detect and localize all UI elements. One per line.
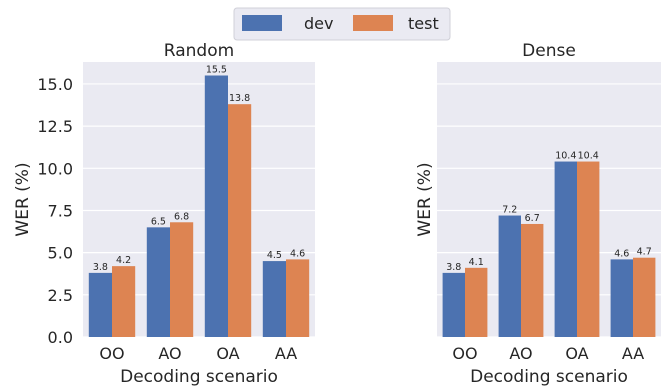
bar-label-test-ao: 6.8 bbox=[174, 211, 189, 222]
bar-label-test-aa: 4.6 bbox=[290, 248, 305, 259]
bar-label-dev-aa: 4.5 bbox=[267, 250, 282, 261]
bar-dev-ao bbox=[146, 227, 170, 337]
panel-dense: 3.8 4.1 OO 7.2 6.7 AO 10.4 10.4 OA 4.6 4.7 AA Dense D… bbox=[415, 41, 661, 387]
bar-label-dev-aa: 4.6 bbox=[614, 248, 629, 259]
x-tick-label: AA bbox=[622, 344, 644, 363]
bar-label-dev-oo: 3.8 bbox=[446, 262, 461, 273]
bar-test-ao bbox=[521, 223, 544, 337]
y-axis-label: WER (%) bbox=[415, 162, 435, 236]
bar-label-test-aa: 4.7 bbox=[637, 247, 652, 258]
y-tick-label: 2.5 bbox=[48, 286, 73, 305]
y-tick-label: 7.5 bbox=[48, 201, 73, 220]
legend-swatch-dev bbox=[242, 15, 282, 31]
x-tick-label: AO bbox=[158, 344, 181, 363]
bar-dev-oo bbox=[442, 272, 465, 337]
legend-swatch-test bbox=[353, 15, 393, 31]
x-tick-label: OO bbox=[452, 344, 477, 363]
x-tick-label: OA bbox=[216, 344, 239, 363]
bar-test-oa bbox=[577, 161, 600, 337]
bar-label-dev-oo: 3.8 bbox=[93, 262, 108, 273]
bar-label-test-oo: 4.1 bbox=[469, 257, 484, 268]
bar-test-oo bbox=[112, 266, 136, 337]
legend: dev test bbox=[233, 7, 451, 41]
panel-random: 0.0 2.5 5.0 7.5 10.0 12.5 15.0 3.8 4.2 OO 6.5 6.8 AO… bbox=[13, 41, 315, 387]
panel-title: Dense bbox=[522, 41, 576, 61]
bar-test-aa bbox=[286, 259, 310, 337]
legend-label-dev: dev bbox=[304, 14, 333, 33]
bar-label-test-oa: 10.4 bbox=[578, 151, 599, 162]
x-axis-label: Decoding scenario bbox=[120, 367, 278, 387]
bar-dev-aa bbox=[262, 261, 286, 337]
bar-dev-oa bbox=[554, 161, 577, 337]
x-tick-label: OO bbox=[99, 344, 124, 363]
bar-test-aa bbox=[633, 257, 656, 337]
bar-label-dev-ao: 6.5 bbox=[151, 216, 166, 227]
y-axis-label: WER (%) bbox=[13, 162, 33, 236]
bar-label-test-oa: 13.8 bbox=[229, 93, 250, 104]
legend-box bbox=[233, 7, 451, 41]
x-tick-label: AA bbox=[275, 344, 297, 363]
bar-dev-ao bbox=[498, 215, 521, 337]
y-tick-label: 0.0 bbox=[48, 328, 73, 347]
legend-label-test: test bbox=[408, 14, 439, 33]
bar-test-ao bbox=[170, 222, 194, 337]
bar-label-test-ao: 6.7 bbox=[525, 213, 540, 224]
x-tick-label: OA bbox=[565, 344, 588, 363]
panel-title: Random bbox=[164, 41, 234, 61]
x-axis-label: Decoding scenario bbox=[470, 367, 628, 387]
y-tick-label: 12.5 bbox=[37, 117, 73, 136]
y-tick-label: 15.0 bbox=[37, 75, 73, 94]
bar-label-dev-oa: 15.5 bbox=[206, 64, 227, 75]
bar-test-oa bbox=[228, 104, 252, 337]
x-tick-label: AO bbox=[509, 344, 532, 363]
bar-label-dev-ao: 7.2 bbox=[502, 205, 517, 216]
y-tick-label: 10.0 bbox=[37, 159, 73, 178]
bar-dev-oo bbox=[88, 272, 112, 337]
bar-test-oo bbox=[465, 267, 488, 337]
y-tick-label: 5.0 bbox=[48, 244, 73, 263]
bar-dev-aa bbox=[610, 259, 633, 337]
bar-label-test-oo: 4.2 bbox=[116, 255, 131, 266]
bar-label-dev-oa: 10.4 bbox=[555, 151, 576, 162]
bar-dev-oa bbox=[204, 75, 228, 337]
